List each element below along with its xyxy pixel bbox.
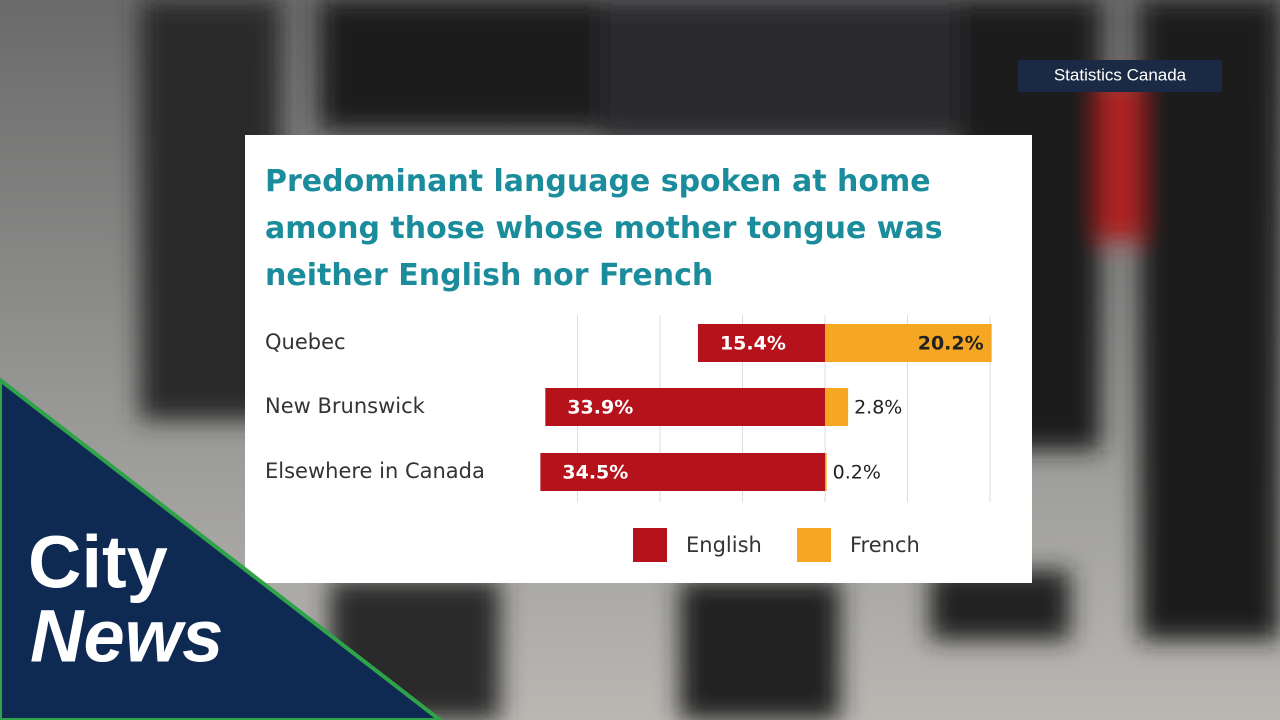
value-label: 0.2% xyxy=(833,462,881,484)
legend-swatch xyxy=(633,528,667,562)
logo-city: City xyxy=(28,521,168,604)
logo-news: News xyxy=(30,595,223,678)
category-label: Quebec xyxy=(265,330,346,354)
chart-title: Predominant language spoken at home amon… xyxy=(265,164,943,293)
bar xyxy=(825,324,992,362)
legend-label: French xyxy=(850,533,920,557)
category-label: Elsewhere in Canada xyxy=(265,459,485,483)
value-label: 20.2% xyxy=(918,333,984,355)
logo-bg xyxy=(0,377,444,720)
legend-swatch xyxy=(797,528,831,562)
source-badge xyxy=(1018,60,1222,92)
bar xyxy=(825,388,849,426)
value-label: 34.5% xyxy=(562,462,628,484)
bar xyxy=(825,453,827,491)
value-label: 2.8% xyxy=(854,397,902,419)
value-label: 33.9% xyxy=(567,397,633,419)
legend-label: English xyxy=(686,533,762,557)
bar xyxy=(540,453,825,491)
bar xyxy=(545,388,825,426)
bar xyxy=(697,324,825,362)
chart: Quebec 15.4% 20.2% New Brunswick 33.9% 2.8% El… xyxy=(265,315,992,562)
category-label: New Brunswick xyxy=(265,394,426,418)
value-label: 15.4% xyxy=(720,333,786,355)
source: Statistics Canada xyxy=(1054,65,1187,84)
